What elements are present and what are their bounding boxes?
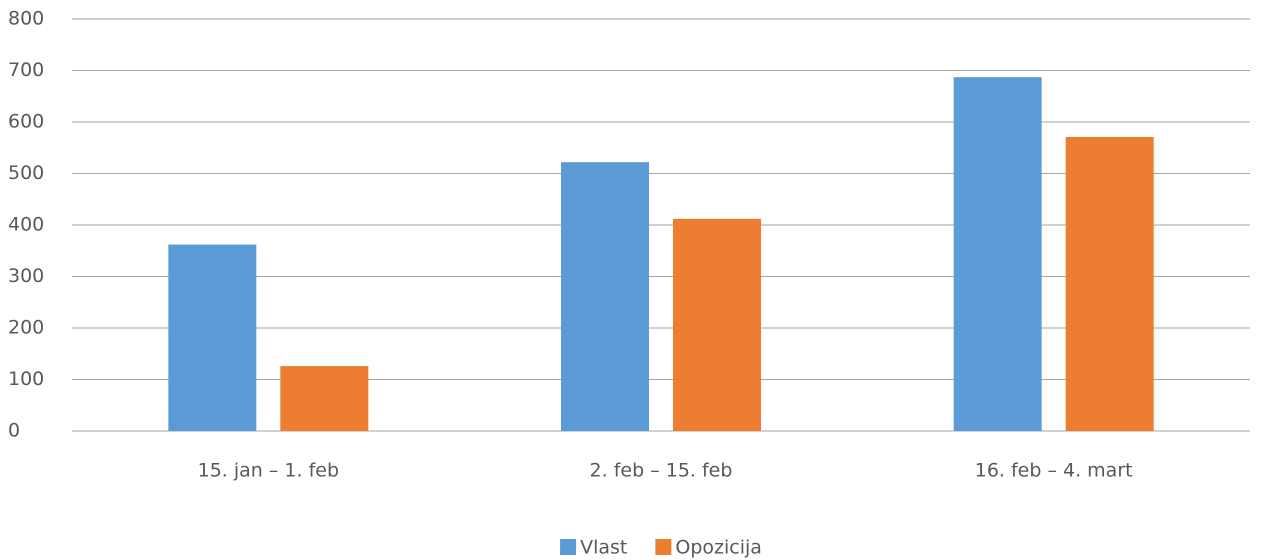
y-tick-label: 300 [8, 265, 44, 287]
y-tick-label: 400 [8, 214, 44, 236]
legend-swatch [655, 539, 672, 555]
bar [280, 366, 369, 431]
y-tick-label: 600 [8, 111, 44, 133]
legend-label: Vlast [580, 537, 627, 559]
y-tick-label: 200 [8, 317, 44, 339]
bar [168, 244, 257, 431]
y-tick-label: 500 [8, 162, 44, 184]
x-tick-label: 15. jan – 1. feb [198, 460, 339, 482]
x-tick-label: 16. feb – 4. mart [975, 460, 1133, 482]
bar [1065, 136, 1154, 431]
y-tick-label: 700 [8, 59, 44, 81]
bar [673, 218, 761, 431]
legend-label: Opozicija [675, 537, 762, 559]
x-tick-label: 2. feb – 15. feb [590, 460, 733, 482]
bar [953, 77, 1042, 431]
y-tick-label: 100 [8, 368, 44, 390]
legend-swatch [560, 539, 577, 555]
y-tick-label: 0 [8, 420, 20, 442]
bar [561, 162, 649, 432]
y-tick-label: 800 [8, 8, 44, 30]
